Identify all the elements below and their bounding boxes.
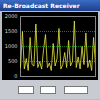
svg-text:500: 500: [8, 58, 18, 64]
svg-text:1500: 1500: [5, 28, 18, 34]
svg-text:1000: 1000: [5, 43, 18, 49]
svg-text:2000: 2000: [5, 13, 18, 19]
html-text:Re-Broadcast Receiver: Re-Broadcast Receiver: [3, 2, 80, 9]
svg-text:0: 0: [14, 73, 17, 79]
